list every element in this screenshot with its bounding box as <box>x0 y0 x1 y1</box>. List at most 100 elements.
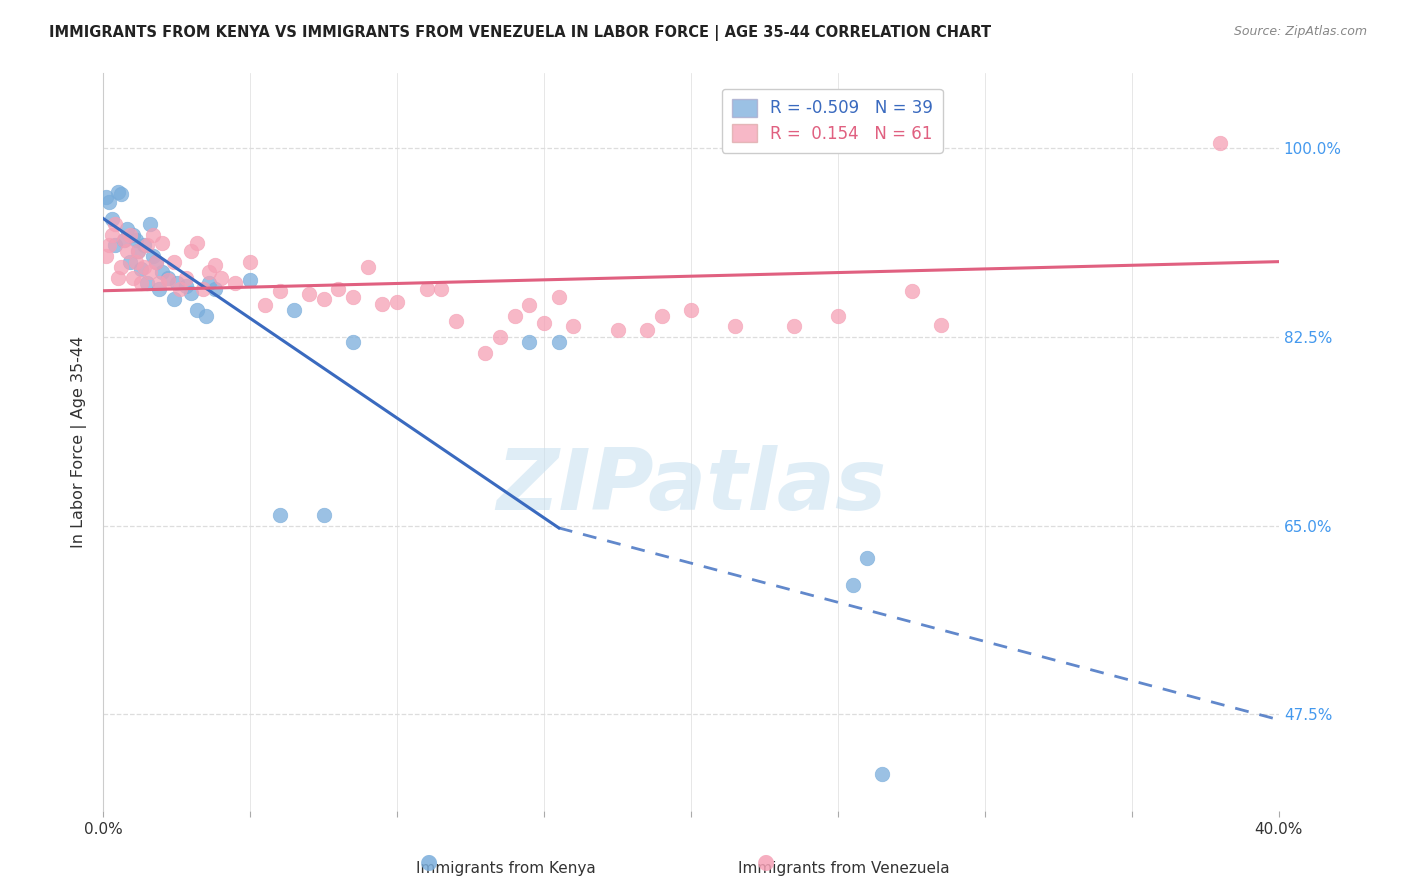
Legend: R = -0.509   N = 39, R =  0.154   N = 61: R = -0.509 N = 39, R = 0.154 N = 61 <box>721 88 943 153</box>
Point <box>148 282 170 296</box>
Point <box>239 254 262 268</box>
Point <box>118 227 141 242</box>
Point <box>1209 136 1232 150</box>
Point <box>204 258 226 272</box>
Point <box>430 282 453 296</box>
Point <box>312 508 335 522</box>
Text: IMMIGRANTS FROM KENYA VS IMMIGRANTS FROM VENEZUELA IN LABOR FORCE | AGE 35-44 CO: IMMIGRANTS FROM KENYA VS IMMIGRANTS FROM… <box>49 25 991 41</box>
Point <box>191 282 214 296</box>
Point <box>104 217 127 231</box>
Point <box>724 319 747 334</box>
Point <box>115 244 138 258</box>
Point <box>142 227 165 242</box>
Point <box>112 233 135 247</box>
Point <box>636 322 658 336</box>
Point <box>104 238 127 252</box>
Point <box>415 282 437 296</box>
Point <box>606 322 628 336</box>
Point <box>841 578 863 592</box>
Point <box>283 303 305 318</box>
Point <box>118 254 141 268</box>
Point <box>209 270 232 285</box>
Point <box>174 270 197 285</box>
Point <box>150 265 173 279</box>
Point <box>94 190 117 204</box>
Point <box>107 185 129 199</box>
Point <box>681 303 703 318</box>
Point <box>127 244 149 258</box>
Point <box>253 298 276 312</box>
Point <box>163 254 186 268</box>
Point <box>156 273 179 287</box>
Point <box>180 285 202 300</box>
Text: Immigrants from Kenya: Immigrants from Kenya <box>416 861 596 876</box>
Point <box>357 260 380 274</box>
Point <box>101 227 124 242</box>
Text: ●: ● <box>758 853 775 872</box>
Point <box>328 282 350 296</box>
Point <box>101 211 124 226</box>
Point <box>929 318 952 333</box>
Point <box>489 330 512 344</box>
Point <box>562 319 585 334</box>
Point <box>856 551 879 566</box>
Point <box>474 346 496 360</box>
Point <box>371 296 394 310</box>
Point <box>150 236 173 251</box>
Point <box>269 284 291 298</box>
Point <box>224 276 246 290</box>
Point <box>121 270 143 285</box>
Point <box>163 293 186 307</box>
Point <box>195 309 218 323</box>
Point <box>900 284 922 298</box>
Point <box>136 238 159 252</box>
Point <box>547 335 569 350</box>
Text: Immigrants from Venezuela: Immigrants from Venezuela <box>738 861 949 876</box>
Point <box>156 270 179 285</box>
Point <box>148 276 170 290</box>
Point <box>519 298 541 312</box>
Point <box>98 195 121 210</box>
Point <box>198 265 221 279</box>
Point <box>121 227 143 242</box>
Point <box>145 254 167 268</box>
Point <box>98 238 121 252</box>
Point <box>444 314 467 328</box>
Point <box>547 290 569 304</box>
Point <box>180 244 202 258</box>
Point <box>169 282 191 296</box>
Point <box>94 249 117 263</box>
Point <box>107 270 129 285</box>
Point <box>827 309 849 323</box>
Point <box>870 766 893 780</box>
Point <box>519 335 541 350</box>
Point <box>145 254 167 268</box>
Point <box>166 276 188 290</box>
Point <box>186 236 208 251</box>
Point <box>110 260 132 274</box>
Point <box>269 508 291 522</box>
Text: Source: ZipAtlas.com: Source: ZipAtlas.com <box>1233 25 1367 38</box>
Point <box>110 186 132 201</box>
Point <box>204 282 226 296</box>
Point <box>342 290 364 304</box>
Point <box>783 319 806 334</box>
Point <box>298 287 321 301</box>
Point <box>134 238 156 252</box>
Point <box>503 309 526 323</box>
Point <box>139 217 162 231</box>
Point <box>124 233 146 247</box>
Point <box>239 273 262 287</box>
Point <box>134 260 156 274</box>
Text: ZIPatlas: ZIPatlas <box>496 445 886 528</box>
Point <box>385 294 408 309</box>
Y-axis label: In Labor Force | Age 35-44: In Labor Force | Age 35-44 <box>72 336 87 549</box>
Text: ●: ● <box>420 853 437 872</box>
Point <box>312 293 335 307</box>
Point <box>131 262 153 277</box>
Point <box>174 279 197 293</box>
Point <box>136 276 159 290</box>
Point <box>342 335 364 350</box>
Point <box>139 265 162 279</box>
Point <box>124 254 146 268</box>
